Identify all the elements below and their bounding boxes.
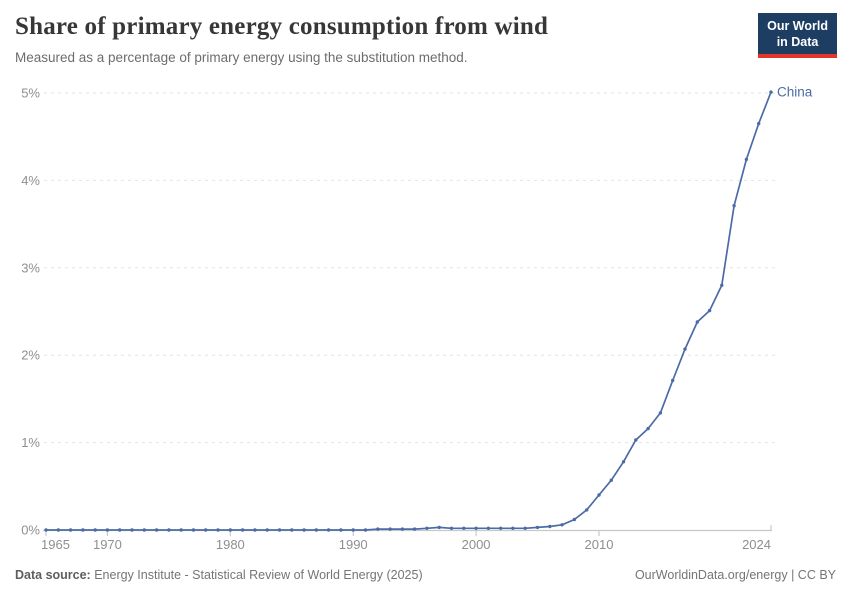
owid-logo-line1: Our World bbox=[767, 19, 828, 33]
owid-logo[interactable]: Our World in Data bbox=[758, 13, 837, 59]
x-axis-labels: 1965 1970 1980 1990 2000 2010 2024 bbox=[41, 537, 771, 552]
owid-url-link[interactable]: OurWorldinData.org/energy bbox=[634, 568, 788, 582]
credits: OurWorldinData.org/energy | CC BY bbox=[635, 568, 836, 582]
owid-logo-line2: in Data bbox=[776, 34, 819, 49]
y-tick-label: 3% bbox=[21, 260, 40, 275]
x-tick-label: 2010 bbox=[585, 537, 614, 552]
chart-subtitle: Measured as a percentage of primary ener… bbox=[15, 50, 468, 65]
y-gridlines bbox=[44, 92, 775, 444]
chart-title: Share of primary energy consumption from… bbox=[15, 13, 549, 40]
x-tick-label: 1970 bbox=[93, 537, 122, 552]
y-tick-label: 0% bbox=[21, 523, 40, 538]
data-source-text: Energy Institute - Statistical Review of… bbox=[94, 568, 423, 582]
x-tick-label: 2024 bbox=[742, 537, 771, 552]
license-link[interactable]: CC BY bbox=[797, 568, 836, 582]
series-line-china[interactable] bbox=[45, 91, 772, 531]
x-tick-label: 2000 bbox=[462, 537, 491, 552]
x-tick-label: 1990 bbox=[339, 537, 368, 552]
data-source: Data source: Energy Institute - Statisti… bbox=[15, 568, 423, 582]
y-axis-labels: 0% 1% 2% 3% 4% 5% bbox=[21, 86, 40, 538]
data-source-label: Data source: bbox=[15, 568, 91, 582]
series-points-china[interactable] bbox=[44, 90, 773, 532]
y-tick-label: 1% bbox=[21, 435, 40, 450]
x-tick-label: 1965 bbox=[41, 537, 70, 552]
y-tick-label: 5% bbox=[21, 86, 40, 101]
y-tick-label: 4% bbox=[21, 173, 40, 188]
chart-footer: Data source: Energy Institute - Statisti… bbox=[15, 568, 836, 582]
y-tick-label: 2% bbox=[21, 348, 40, 363]
credits-separator: | bbox=[791, 568, 798, 582]
series-end-label-china[interactable]: China bbox=[777, 85, 813, 100]
x-tick-label: 1980 bbox=[216, 537, 245, 552]
chart-header: Share of primary energy consumption from… bbox=[15, 12, 755, 67]
